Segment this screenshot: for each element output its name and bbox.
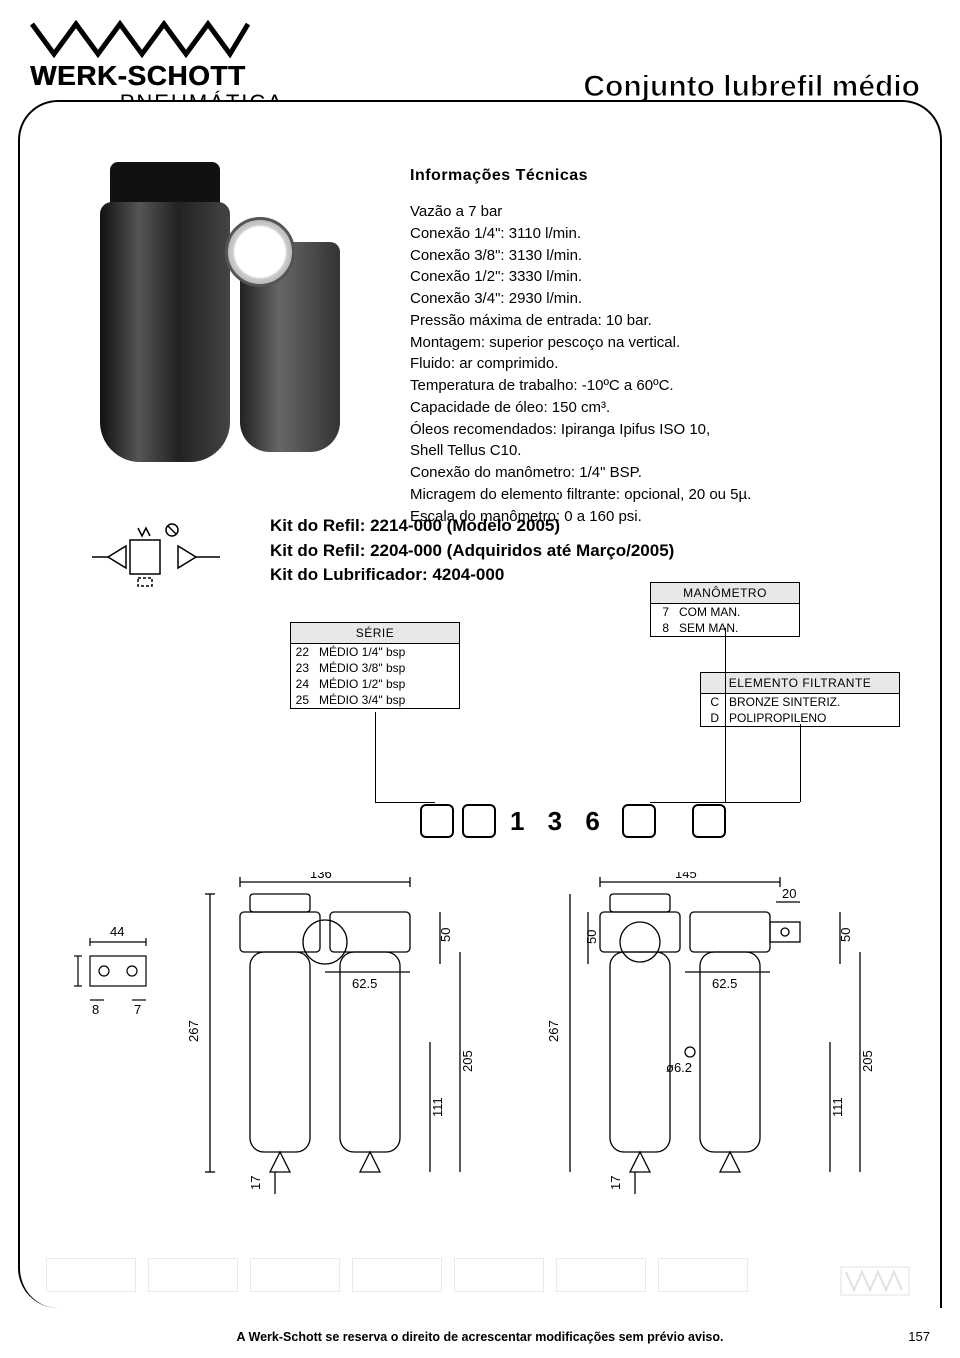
table-serie: SÉRIE 22MÉDIO 1/4" bsp 23MÉDIO 3/8" bsp … <box>290 622 460 709</box>
connector-line <box>800 724 801 802</box>
svg-text:267: 267 <box>546 1020 561 1042</box>
page-number: 157 <box>908 1329 930 1344</box>
table-row: 7COM MAN. <box>651 604 799 620</box>
code-slot <box>462 804 496 838</box>
table-row: 25MÉDIO 3/4" bsp <box>291 692 459 708</box>
tech-info: Informações Técnicas Vazão a 7 bar Conex… <box>410 164 900 527</box>
info-line: Pressão máxima de entrada: 10 bar. <box>410 310 900 332</box>
svg-text:62.5: 62.5 <box>712 976 737 991</box>
svg-text:111: 111 <box>830 1097 845 1117</box>
unit-right-drawing: 145 20 267 50 62.5 ø6.2 50 205 111 17 <box>540 872 900 1252</box>
table-row: 23MÉDIO 3/8" bsp <box>291 660 459 676</box>
table-header: ELEMENTO FILTRANTE <box>701 673 899 694</box>
kit-line: Kit do Refil: 2204-000 (Adquiridos até M… <box>270 539 674 564</box>
svg-text:205: 205 <box>460 1050 475 1072</box>
table-header: SÉRIE <box>291 623 459 644</box>
code-fixed: 1 3 6 <box>510 806 608 837</box>
info-line: Micragem do elemento filtrante: opcional… <box>410 484 900 506</box>
svg-text:205: 205 <box>860 1050 875 1072</box>
info-line: Shell Tellus C10. <box>410 440 900 462</box>
footer-decor <box>40 1252 920 1302</box>
logo-w-icon <box>30 20 250 58</box>
svg-text:17: 17 <box>608 1176 623 1190</box>
svg-text:50: 50 <box>438 928 453 942</box>
svg-text:30: 30 <box>70 960 73 974</box>
svg-text:17: 17 <box>248 1176 263 1190</box>
info-line: Capacidade de óleo: 150 cm³. <box>410 397 900 419</box>
svg-text:136: 136 <box>310 872 332 881</box>
info-line: Conexão 3/8": 3130 l/min. <box>410 245 900 267</box>
kit-line: Kit do Refil: 2214-000 (Modelo 2005) <box>270 514 674 539</box>
connector-line <box>725 628 726 802</box>
svg-text:111: 111 <box>430 1097 445 1117</box>
svg-text:50: 50 <box>584 930 599 944</box>
info-line: Óleos recomendados: Ipiranga Ipifus ISO … <box>410 419 900 441</box>
product-photo <box>70 162 370 472</box>
svg-text:8: 8 <box>92 1002 99 1017</box>
kit-info: Kit do Refil: 2214-000 (Modelo 2005) Kit… <box>270 514 674 588</box>
part-config: SÉRIE 22MÉDIO 1/4" bsp 23MÉDIO 3/8" bsp … <box>250 592 900 852</box>
content-frame: Informações Técnicas Vazão a 7 bar Conex… <box>18 100 942 1308</box>
info-line: Montagem: superior pescoço na vertical. <box>410 332 900 354</box>
info-line: Vazão a 7 bar <box>410 201 900 223</box>
unit-left-drawing: 136 267 62.5 50 205 111 17 <box>180 872 500 1252</box>
svg-text:267: 267 <box>186 1020 201 1042</box>
connector-line <box>375 712 376 802</box>
info-line: Conexão do manômetro: 1/4" BSP. <box>410 462 900 484</box>
svg-text:62.5: 62.5 <box>352 976 377 991</box>
part-number-template: 1 3 6 <box>420 804 726 838</box>
info-heading: Informações Técnicas <box>410 164 900 187</box>
kit-line: Kit do Lubrificador: 4204-000 <box>270 563 674 588</box>
footer-disclaimer: A Werk-Schott se reserva o direito de ac… <box>0 1330 960 1344</box>
svg-text:7: 7 <box>134 1002 141 1017</box>
info-line: Conexão 1/4": 3110 l/min. <box>410 223 900 245</box>
info-line: Fluido: ar comprimido. <box>410 353 900 375</box>
svg-text:50: 50 <box>838 928 853 942</box>
bracket-drawing: 44 30 8 7 <box>70 922 180 1042</box>
table-row: CBRONZE SINTERIZ. <box>701 694 899 710</box>
code-slot <box>420 804 454 838</box>
info-line: Conexão 1/2": 3330 l/min. <box>410 266 900 288</box>
svg-text:ø6.2: ø6.2 <box>666 1060 692 1075</box>
connector-line <box>650 802 725 803</box>
brand-name: WERK-SCHOTT <box>30 62 290 90</box>
code-slot <box>692 804 726 838</box>
connector-line <box>375 802 435 803</box>
table-elemento: ELEMENTO FILTRANTE CBRONZE SINTERIZ. DPO… <box>700 672 900 727</box>
footer-logo-icon <box>840 1266 910 1296</box>
svg-text:20: 20 <box>782 886 796 901</box>
info-line: Temperatura de trabalho: -10ºC a 60ºC. <box>410 375 900 397</box>
dimension-drawings: 44 30 8 7 <box>70 872 900 1272</box>
svg-text:44: 44 <box>110 924 124 939</box>
table-header: MANÔMETRO <box>651 583 799 604</box>
svg-text:145: 145 <box>675 872 697 881</box>
pneumatic-symbol-icon <box>90 522 230 592</box>
table-row: 22MÉDIO 1/4" bsp <box>291 644 459 660</box>
page-title: Conjunto lubrefil médio <box>583 70 920 104</box>
connector-line <box>720 802 800 803</box>
table-row: 24MÉDIO 1/2" bsp <box>291 676 459 692</box>
info-line: Conexão 3/4": 2930 l/min. <box>410 288 900 310</box>
code-slot <box>622 804 656 838</box>
